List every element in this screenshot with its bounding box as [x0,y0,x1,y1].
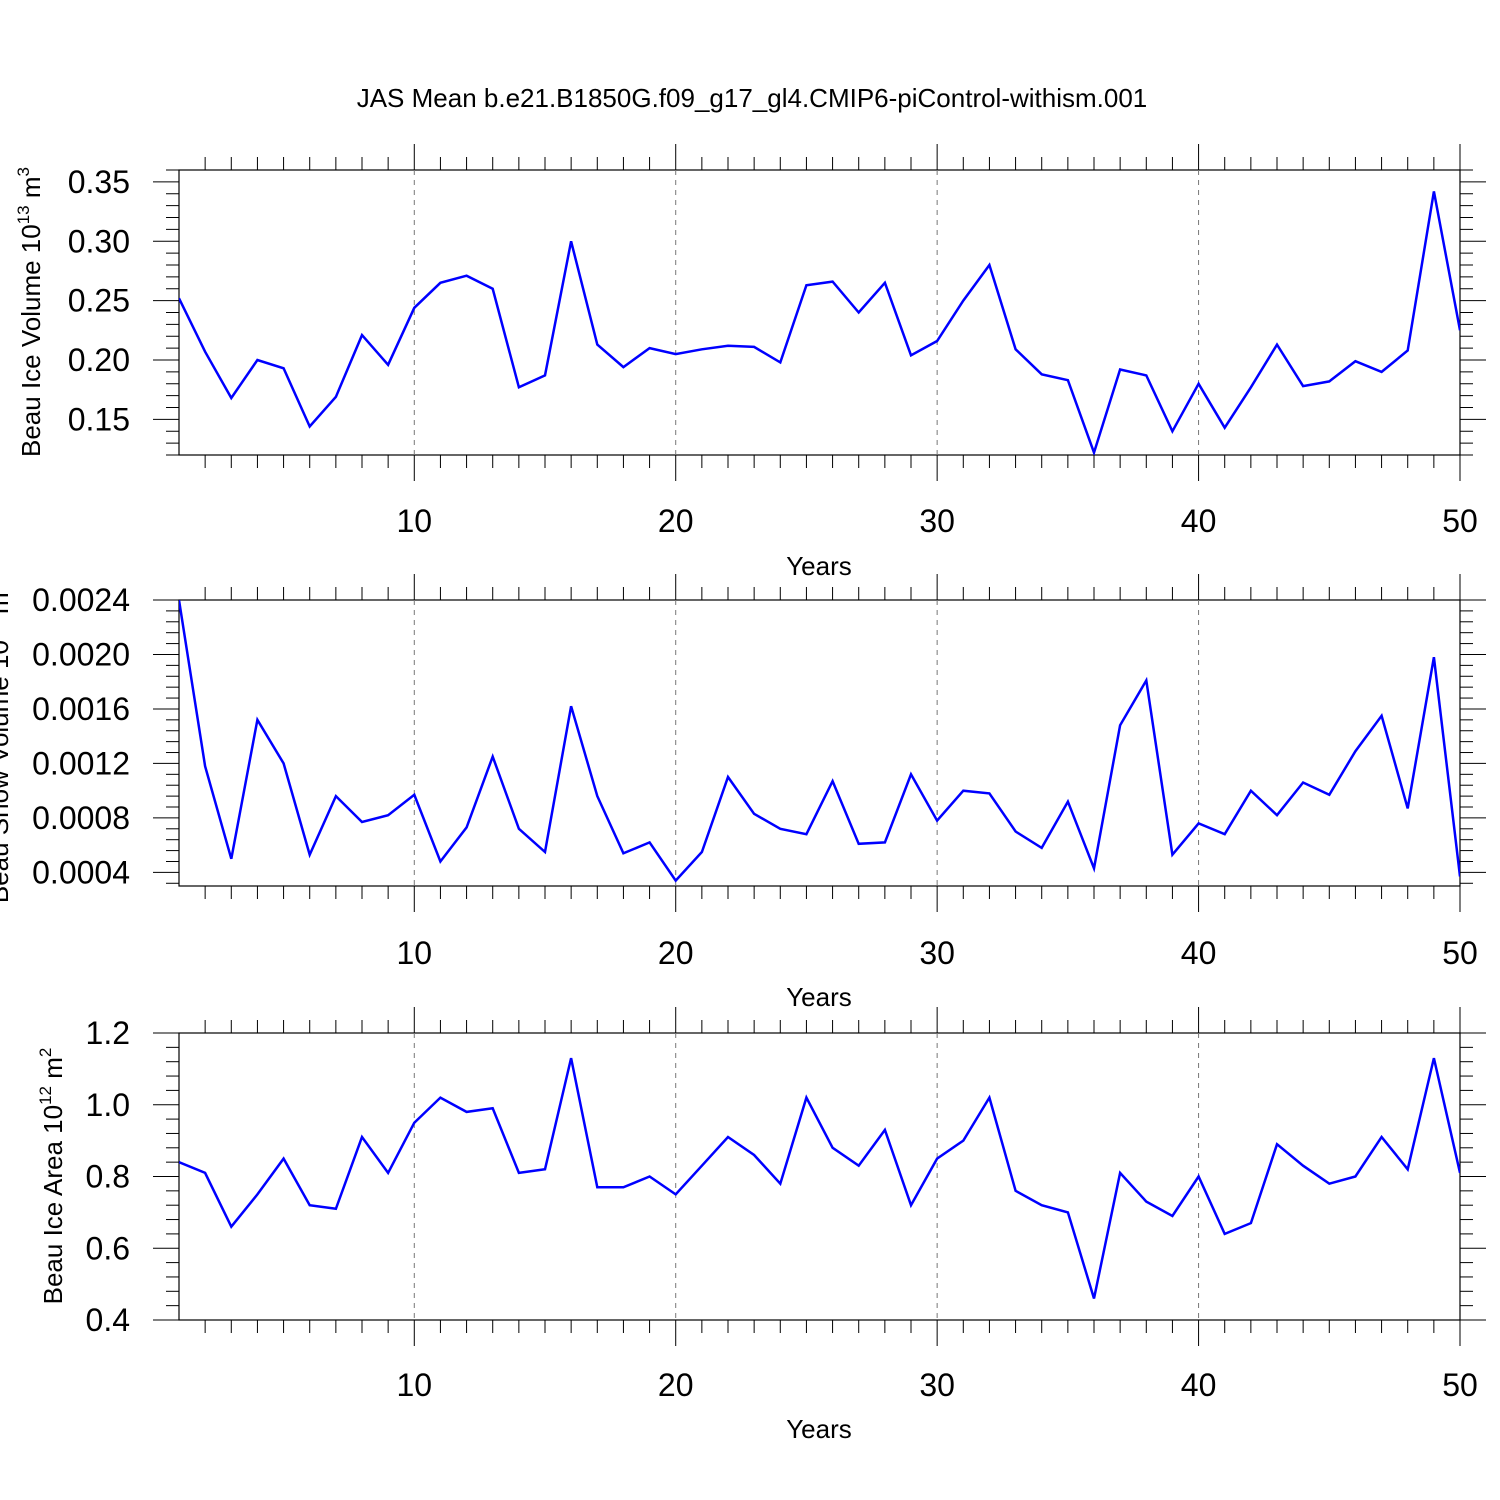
panel-3: 10 20 30 40 50 0.4 0.6 0.8 1.0 1.2 Years Beau Ice A… [36,1007,1486,1444]
chart-title: JAS Mean b.e21.B1850G.f09_g17_gl4.CMIP6-… [357,83,1148,113]
y-tick-label: 0.0020 [32,636,130,672]
x-axis-title: Years [786,551,852,581]
x-tick-label: 30 [919,503,955,539]
x-tick-label: 10 [396,503,432,539]
x-tick-label: 10 [396,1367,432,1403]
y-tick-label: 0.15 [68,401,130,437]
y-tick-label: 0.6 [86,1230,130,1266]
plot-frame [178,169,1461,456]
x-axis-title: Years [786,1414,852,1444]
x-tick-label: 50 [1442,935,1478,971]
x-axis-title: Years [786,982,852,1012]
x-tick-label: 20 [658,503,694,539]
series-line [179,1057,1460,1299]
y-tick-label: 1.0 [86,1087,130,1123]
x-tick-label: 30 [919,935,955,971]
y-tick-label: 0.35 [68,164,130,200]
series-line [179,600,1460,883]
panel-1: 10 20 30 40 50 0.15 0.20 0.25 0.30 0.35 Years Beau … [14,144,1486,581]
x-tick-label: 40 [1181,1367,1217,1403]
y-tick-label: 0.20 [68,342,130,378]
plot-frame [178,1032,1461,1321]
x-tick-label: 50 [1442,503,1478,539]
x-tick-label: 40 [1181,503,1217,539]
y-tick-label: 1.2 [86,1015,130,1051]
y-tick-label: 0.0008 [32,800,130,836]
y-axis-title: Beau Snow Volume 1013 m3 [0,583,14,903]
y-tick-label: 0.8 [86,1159,130,1195]
x-tick-label: 20 [658,935,694,971]
y-tick-label: 0.4 [86,1302,130,1338]
y-tick-label: 0.0016 [32,691,130,727]
y-tick-label: 0.30 [68,223,130,259]
y-axis-title: Beau Ice Volume 1013 m3 [14,167,46,457]
x-tick-label: 40 [1181,935,1217,971]
y-tick-label: 0.0012 [32,745,130,781]
panel-2: 10 20 30 40 50 0.0004 0.0008 0.0012 0.0016 0.0020… [0,574,1486,1012]
x-tick-label: 30 [919,1367,955,1403]
y-axis-title: Beau Ice Area 1012 m2 [36,1048,68,1305]
y-tick-label: 0.25 [68,283,130,319]
x-tick-label: 20 [658,1367,694,1403]
y-tick-label: 0.0024 [32,582,130,618]
plot-frame [178,599,1461,887]
x-tick-label: 10 [396,935,432,971]
y-tick-label: 0.0004 [32,854,130,890]
x-tick-label: 50 [1442,1367,1478,1403]
series-line [179,191,1460,455]
